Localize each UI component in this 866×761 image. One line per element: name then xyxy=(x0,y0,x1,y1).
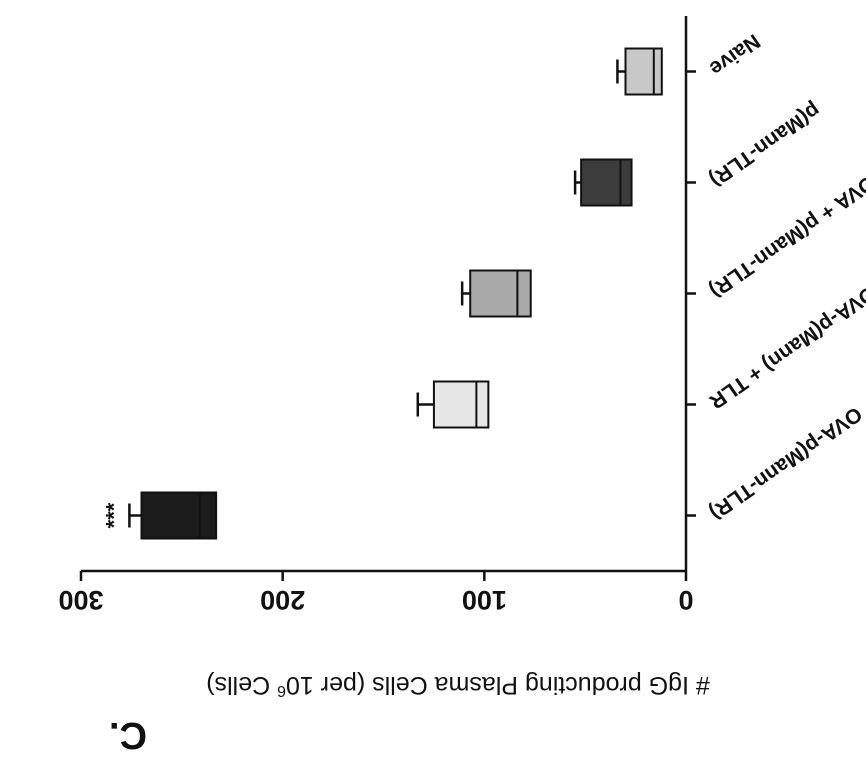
bar xyxy=(140,491,218,540)
bar xyxy=(580,158,633,207)
value-tick-label: 300 xyxy=(58,585,103,615)
bar xyxy=(469,269,532,318)
category-label: OVA-p(Mann-TLR) xyxy=(705,402,866,524)
y-axis-label: # IgG producting Plasma Cells (per 106 C… xyxy=(206,671,710,699)
category-label: OVA-p(Mann) + TLR xyxy=(705,281,866,413)
value-tick-label: 200 xyxy=(260,585,305,615)
category-label: Naive xyxy=(705,29,764,80)
significance-marker: *** xyxy=(101,502,126,528)
category-label: OVA + p(Mann-TLR) xyxy=(705,171,866,303)
value-tick-label: 0 xyxy=(678,585,693,615)
value-tick-label: 100 xyxy=(462,585,507,615)
bar xyxy=(432,380,490,429)
bar xyxy=(624,47,663,96)
panel-label: C. xyxy=(109,714,147,756)
category-label: p(Mann-TLR) xyxy=(705,98,824,191)
